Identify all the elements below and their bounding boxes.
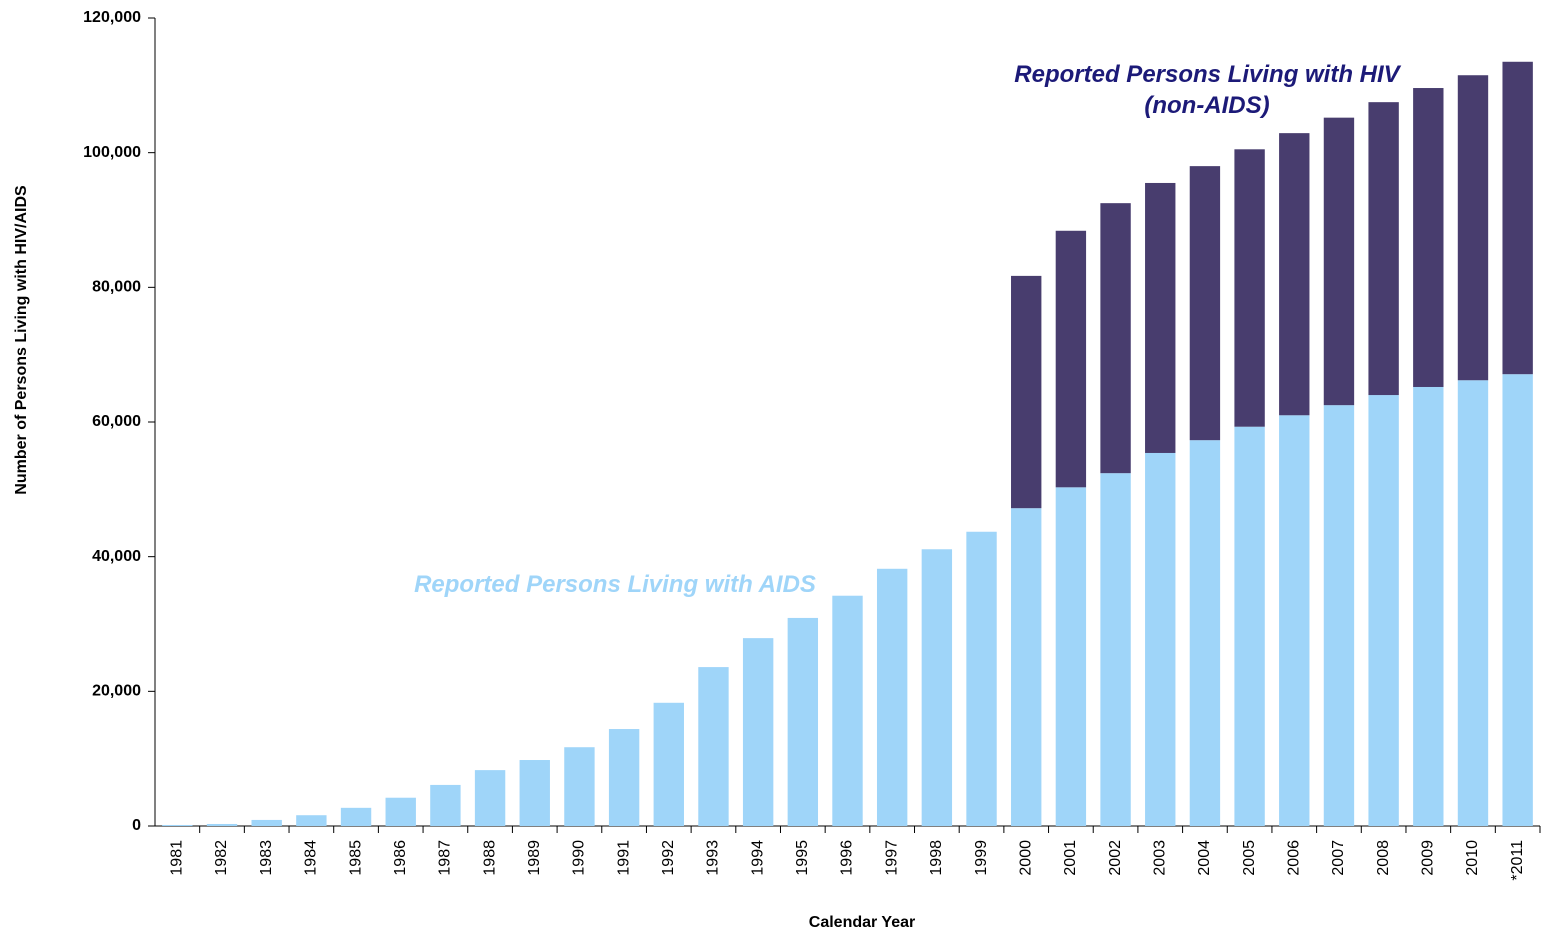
x-tick-label: 2003 — [1151, 840, 1168, 876]
bar-segment — [1368, 395, 1399, 826]
x-tick-label: 2002 — [1107, 840, 1124, 876]
bar-segment — [1413, 386, 1444, 826]
x-tick-label: 1991 — [615, 840, 632, 876]
x-tick-label: 1986 — [392, 840, 409, 876]
bar-segment — [1011, 275, 1042, 509]
bar-segment — [608, 729, 640, 826]
bar-segment — [340, 807, 372, 826]
x-tick-label: 2001 — [1062, 840, 1079, 876]
bar-segment — [162, 824, 193, 826]
bar-segment — [1055, 230, 1087, 488]
bar-segment — [519, 760, 550, 826]
bar-segment — [742, 638, 774, 826]
x-tick-label: 1993 — [705, 840, 722, 876]
bar-segment — [430, 784, 461, 826]
bar-segment — [832, 595, 863, 826]
bar-segment — [1100, 473, 1131, 826]
bar-segment — [876, 568, 908, 826]
x-tick-label: 1990 — [571, 840, 588, 876]
x-tick-label: 1988 — [481, 840, 498, 876]
x-tick-label: 2004 — [1196, 840, 1213, 876]
x-tick-label: 2007 — [1330, 840, 1347, 876]
x-tick-label: 1989 — [526, 840, 543, 876]
bar-segment — [1279, 415, 1310, 826]
bar-segment — [474, 770, 506, 826]
bar-segment — [1189, 440, 1221, 826]
x-tick-label: *2011 — [1509, 840, 1526, 881]
y-tick-label: 100,000 — [83, 144, 141, 161]
x-tick-label: 1987 — [437, 840, 454, 876]
bar-segment — [251, 819, 282, 826]
x-tick-label: 1984 — [303, 840, 320, 876]
bar-segment — [1279, 133, 1310, 416]
x-tick-label: 1998 — [928, 840, 945, 876]
bar-segment — [1323, 405, 1355, 826]
bar-segment — [1011, 508, 1042, 826]
bar-segment — [1457, 380, 1489, 826]
bar-segment — [1368, 102, 1399, 396]
x-tick-label: 2010 — [1464, 840, 1481, 876]
bar-segment — [1100, 203, 1131, 474]
bar-segment — [1413, 88, 1444, 387]
y-tick-label: 20,000 — [92, 683, 141, 700]
x-tick-label: 1992 — [660, 840, 677, 876]
y-tick-label: 120,000 — [83, 9, 141, 26]
x-axis-label: Calendar Year — [809, 914, 915, 931]
bar-segment — [206, 823, 238, 826]
series-label: Reported Persons Living with HIV (non-AI… — [1014, 61, 1400, 119]
bar-segment — [1234, 426, 1265, 826]
bar-segment — [1323, 117, 1355, 406]
bar-segment — [1457, 75, 1489, 381]
bar-segment — [787, 617, 819, 826]
bar-segment — [385, 797, 416, 826]
bar-segment — [296, 815, 327, 826]
y-tick-label: 0 — [132, 817, 141, 834]
x-tick-label: 2006 — [1285, 840, 1302, 876]
bar-segment — [1145, 452, 1176, 826]
y-tick-label: 80,000 — [92, 279, 141, 296]
bar-segment — [921, 549, 953, 826]
x-tick-label: 2008 — [1375, 840, 1392, 876]
bar-segment — [653, 702, 684, 826]
x-tick-label: 2000 — [1017, 840, 1034, 876]
x-tick-label: 1981 — [169, 840, 186, 876]
y-axis-label: Number of Persons Living with HIV/AIDS — [13, 185, 30, 495]
bar-segment — [564, 747, 595, 826]
x-tick-label: 1982 — [213, 840, 230, 876]
bar-segment — [1055, 487, 1087, 826]
y-tick-label: 60,000 — [92, 413, 141, 430]
x-tick-label: 2009 — [1420, 840, 1437, 876]
x-tick-label: 1994 — [749, 840, 766, 876]
bar-segment — [1234, 149, 1265, 427]
x-tick-label: 1983 — [258, 840, 275, 876]
bar-segment — [1145, 182, 1176, 453]
x-tick-label: 1985 — [347, 840, 364, 876]
series-label: Reported Persons Living with AIDS — [414, 571, 816, 598]
x-tick-label: 1995 — [794, 840, 811, 876]
y-tick-label: 40,000 — [92, 548, 141, 565]
x-tick-label: 1997 — [883, 840, 900, 876]
bar-segment — [966, 531, 997, 826]
x-tick-label: 1996 — [839, 840, 856, 876]
x-tick-label: 2005 — [1241, 840, 1258, 876]
bar-segment — [1502, 374, 1533, 826]
bar-segment — [698, 667, 729, 826]
x-tick-label: 1999 — [973, 840, 990, 876]
bar-segment — [1502, 61, 1533, 375]
bar-segment — [1189, 166, 1221, 441]
